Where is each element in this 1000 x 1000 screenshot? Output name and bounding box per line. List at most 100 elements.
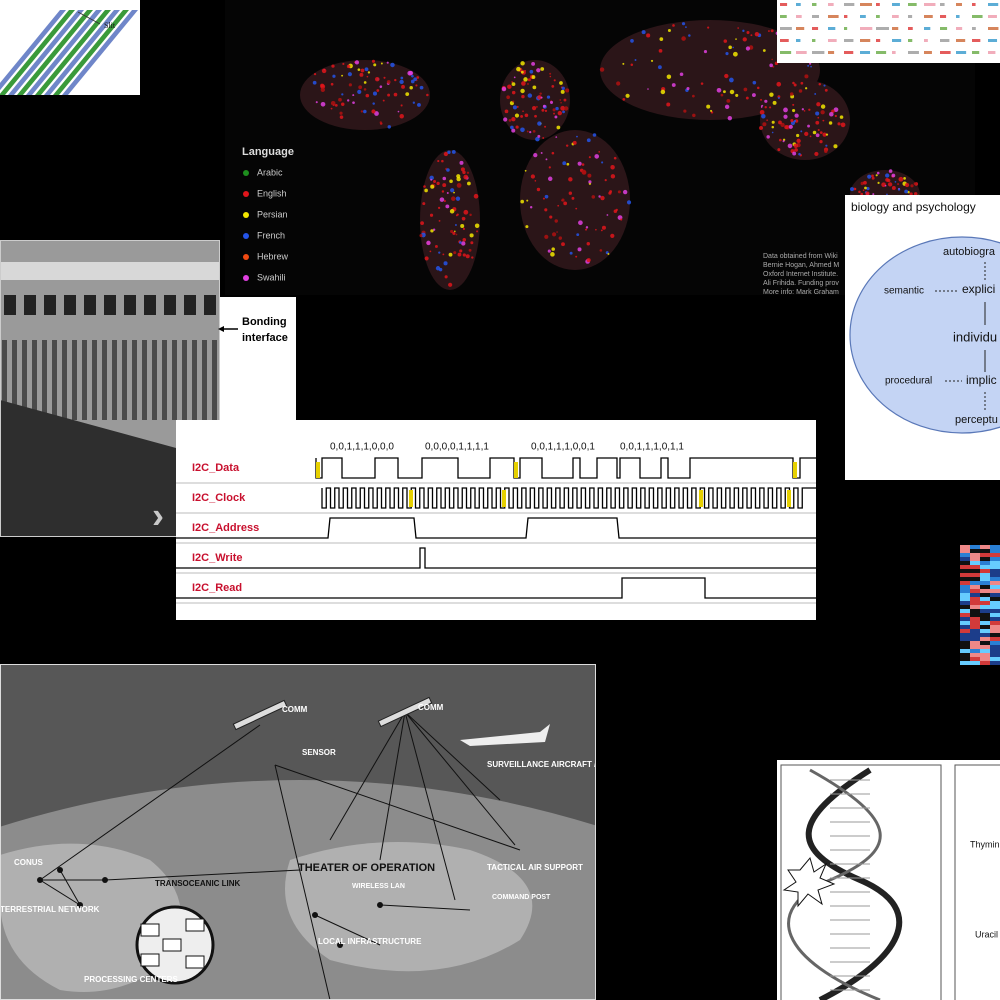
landmass [520, 130, 630, 270]
speckle [441, 190, 445, 193]
speckle [550, 252, 555, 257]
speckle [792, 81, 795, 85]
heat-cell [960, 557, 970, 561]
infographic-item [876, 27, 889, 30]
speckle [313, 73, 317, 76]
infographic-item [812, 51, 825, 54]
speckle [858, 190, 861, 194]
infographic-item [876, 39, 881, 42]
speckle [515, 125, 519, 129]
speckle [796, 133, 800, 138]
speckle [646, 33, 651, 38]
speckle [561, 86, 565, 91]
speckle [770, 29, 774, 33]
speckle [807, 124, 810, 128]
node [337, 942, 343, 948]
speckle [448, 252, 453, 257]
network-label: PROCESSING CENTERS [84, 975, 178, 984]
speckle [863, 180, 867, 185]
speckle [885, 173, 890, 178]
speckle [783, 114, 788, 119]
speckle [850, 187, 855, 192]
cpu-box [185, 918, 205, 932]
speckle [803, 110, 806, 112]
speckle [516, 105, 519, 108]
heat-cell [990, 613, 1000, 617]
speckle [862, 189, 865, 191]
speckle [723, 39, 728, 43]
speckle [554, 115, 558, 119]
infographic-item [972, 3, 976, 6]
speckle [468, 248, 472, 252]
heat-cell [990, 565, 1000, 569]
speckle [735, 38, 737, 40]
wafer-pillar [192, 340, 197, 420]
speckle [449, 179, 453, 184]
speckle [688, 34, 691, 37]
speckle [777, 96, 780, 100]
wafer-pillar [162, 340, 167, 420]
speckle [798, 152, 801, 156]
speckle [822, 119, 825, 122]
speckle [382, 99, 385, 102]
speckle [450, 188, 455, 193]
network-label: TRANSOCEANIC LINK [155, 879, 241, 888]
speckle [417, 102, 421, 107]
infographic-item [956, 51, 967, 54]
dna-frame [780, 764, 942, 1000]
speckle [443, 261, 448, 266]
infographic-item [924, 51, 932, 54]
speckle [909, 192, 913, 196]
infographic-item [860, 15, 866, 18]
speckle [804, 74, 809, 79]
speckle [469, 213, 472, 217]
speckle [769, 63, 773, 68]
heat-cell [990, 637, 1000, 641]
speckle [545, 158, 548, 161]
infographic-item [956, 3, 962, 6]
speckle [776, 81, 782, 87]
node [377, 902, 383, 908]
heat-cell [970, 553, 980, 557]
speckle [751, 93, 756, 97]
heat-cell [970, 629, 980, 633]
speckle [347, 99, 350, 102]
infographic-item [956, 27, 963, 30]
speckle [565, 88, 570, 93]
speckle [376, 89, 380, 92]
speckle [555, 106, 559, 111]
speckle [837, 122, 841, 126]
highlight [793, 462, 797, 478]
infographic-item [860, 27, 873, 30]
heat-cell [970, 625, 980, 629]
speckle [452, 231, 456, 235]
satellite [232, 699, 288, 731]
speckle [437, 159, 440, 163]
legend-title: Language [242, 146, 294, 158]
speckle [387, 125, 391, 129]
speckle [525, 225, 529, 229]
heat-cell [960, 573, 970, 577]
heat-cell [960, 577, 970, 581]
speckle [700, 82, 704, 85]
speckle [476, 230, 479, 233]
speckle [884, 184, 887, 187]
infographic-item [876, 15, 880, 18]
link [379, 904, 471, 911]
wafer-pillar [212, 340, 217, 420]
speckle [542, 137, 545, 139]
speckle [457, 252, 462, 257]
link [59, 869, 81, 906]
speckle [561, 242, 565, 247]
speckle [571, 196, 575, 200]
heat-cell [980, 593, 990, 597]
landmass [420, 150, 480, 290]
heat-cell [990, 593, 1000, 597]
speckle [360, 68, 365, 73]
speckle [529, 206, 533, 209]
speckle [458, 241, 462, 244]
network-label: WIRELESS LAN [352, 883, 405, 890]
speckle [459, 160, 464, 165]
speckle [471, 256, 474, 259]
speckle [585, 226, 589, 229]
